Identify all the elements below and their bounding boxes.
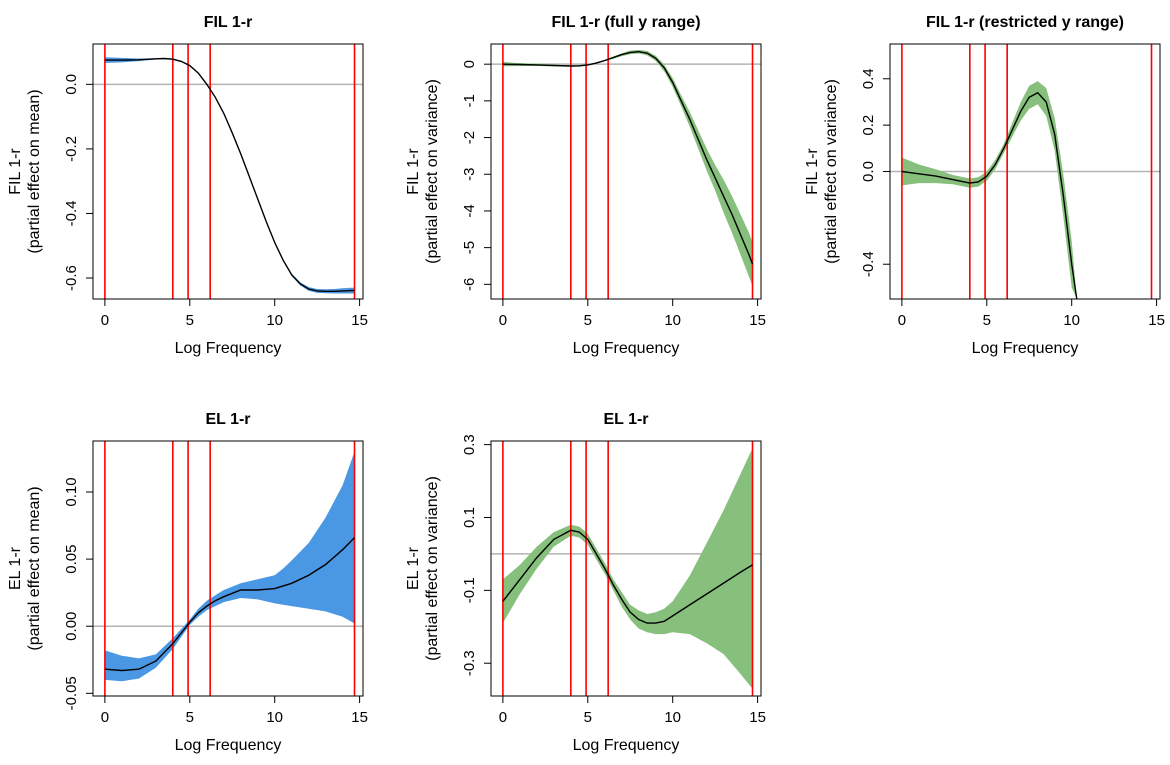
- x-tick-label: 10: [664, 312, 681, 329]
- x-tick-label: 5: [186, 709, 194, 726]
- y-tick-label: -0.6: [63, 265, 80, 291]
- panel-el-variance: 0 5 10 15 0.3 0.1 -0.1 -0.3 EL 1-r Log Frequency E…: [405, 411, 766, 754]
- x-tick-label: 5: [186, 312, 194, 329]
- y-axis-sublabel: (partial effect on variance): [424, 79, 441, 264]
- x-axis-label: Log Frequency: [573, 737, 680, 754]
- x-axis-label: Log Frequency: [972, 340, 1079, 357]
- y-tick-label: 0.1: [461, 507, 478, 528]
- plot-frame: [92, 43, 364, 300]
- y-tick-label: -3: [461, 168, 478, 181]
- y-axis-sublabel: (partial effect on mean): [26, 89, 43, 253]
- x-tick-label: 0: [898, 312, 906, 329]
- y-tick-label: 0.2: [860, 115, 877, 136]
- x-tick-label: 15: [1148, 312, 1165, 329]
- x-tick-label: 15: [351, 312, 368, 329]
- y-tick-label: -0.2: [63, 136, 80, 162]
- confidence-band: [104, 451, 355, 682]
- confidence-band: [502, 448, 753, 689]
- estimate-line: [502, 50, 754, 265]
- x-tick-label: 0: [101, 709, 109, 726]
- y-tick-label: -1: [461, 94, 478, 107]
- plot-frame: [490, 43, 762, 300]
- y-axis-label: FIL 1-r: [7, 148, 24, 195]
- y-tick-label: -0.3: [461, 650, 478, 676]
- x-axis-label: Log Frequency: [175, 340, 282, 357]
- y-tick-label: -4: [461, 204, 478, 217]
- confidence-band: [502, 49, 753, 287]
- panel-fil-variance-restricted: 0 5 10 15 0.4 0.2 0.0 -0.4 FIL 1-r (restricted y…: [804, 14, 1165, 357]
- y-tick-label: 0.0: [63, 74, 80, 95]
- panel-el-mean: 0 5 10 15 0.10 0.05 0.00 -0.05 EL 1-r Log Frequen…: [7, 411, 368, 754]
- x-tick-label: 5: [584, 709, 592, 726]
- y-axis-label: FIL 1-r: [405, 148, 422, 195]
- plot-area: [93, 44, 363, 299]
- y-axis-sublabel: (partial effect on mean): [26, 486, 43, 650]
- x-tick-label: 0: [499, 312, 507, 329]
- x-tick-label: 15: [749, 312, 766, 329]
- y-tick-label: 0.3: [461, 434, 478, 455]
- y-tick-label: -0.4: [63, 201, 80, 227]
- panel-fil-mean: 0 5 10 15 0.0 -0.2 -0.4 -0.6 FIL 1-r Log Frequenc…: [7, 14, 368, 357]
- x-tick-label: 0: [101, 312, 109, 329]
- panel-title: EL 1-r: [603, 411, 648, 428]
- y-tick-label: 0.10: [63, 477, 80, 506]
- x-tick-label: 5: [983, 312, 991, 329]
- y-axis-label: FIL 1-r: [804, 148, 821, 195]
- y-tick-label: -2: [461, 131, 478, 144]
- panel-title: EL 1-r: [205, 411, 250, 428]
- y-tick-label: 0.0: [860, 161, 877, 182]
- confidence-band: [901, 81, 1077, 299]
- estimate-line: [901, 91, 1078, 299]
- plot-area: [491, 44, 761, 299]
- x-tick-label: 10: [266, 312, 283, 329]
- plot-area: [890, 44, 1160, 299]
- y-tick-label: 0.00: [63, 612, 80, 641]
- x-tick-label: 10: [1063, 312, 1080, 329]
- plot-area: [491, 441, 761, 696]
- y-axis-label: EL 1-r: [405, 546, 422, 590]
- plot-area: [93, 441, 363, 696]
- panel-title: FIL 1-r (full y range): [551, 14, 700, 31]
- confidence-band: [104, 57, 355, 294]
- y-tick-label: -0.1: [461, 577, 478, 603]
- x-tick-label: 15: [351, 709, 368, 726]
- x-axis-label: Log Frequency: [175, 737, 282, 754]
- x-tick-label: 0: [499, 709, 507, 726]
- estimate-line: [104, 537, 355, 672]
- y-tick-label: -5: [461, 241, 478, 254]
- estimate-line: [502, 529, 753, 624]
- plot-frame: [92, 440, 364, 697]
- y-tick-label: 0: [461, 60, 478, 68]
- x-tick-label: 15: [749, 709, 766, 726]
- plot-frame: [490, 440, 762, 697]
- y-tick-label: -0.4: [860, 251, 877, 277]
- y-axis-label: EL 1-r: [7, 546, 24, 590]
- y-tick-label: -0.05: [63, 676, 80, 710]
- y-tick-label: -6: [461, 278, 478, 291]
- panel-title: FIL 1-r: [204, 14, 253, 31]
- x-tick-label: 10: [266, 709, 283, 726]
- y-axis-sublabel: (partial effect on variance): [424, 476, 441, 661]
- panel-fil-variance-full: 0 5 10 15 0 -1 -2 -3 -4 -5 -6 FIL 1-r (full y range…: [405, 14, 766, 357]
- y-tick-label: 0.05: [63, 545, 80, 574]
- x-axis-label: Log Frequency: [573, 340, 680, 357]
- x-tick-label: 10: [664, 709, 681, 726]
- y-tick-label: 0.4: [860, 68, 877, 89]
- y-axis-sublabel: (partial effect on variance): [823, 79, 840, 264]
- x-tick-label: 5: [584, 312, 592, 329]
- estimate-line: [104, 57, 355, 292]
- panel-title: FIL 1-r (restricted y range): [926, 14, 1124, 31]
